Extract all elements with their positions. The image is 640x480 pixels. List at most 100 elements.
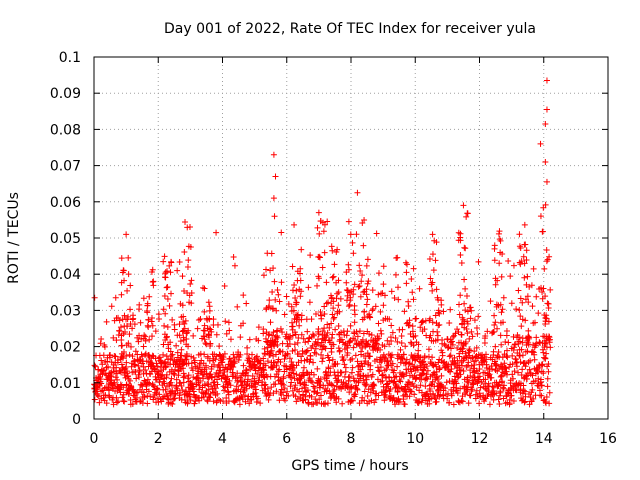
roti-point [274, 286, 281, 293]
x-tick-label: 0 [90, 431, 99, 447]
roti-point [501, 382, 508, 389]
roti-point [179, 273, 186, 280]
roti-point [110, 401, 117, 408]
roti-point [369, 381, 376, 388]
roti-point [201, 285, 208, 292]
roti-point [150, 382, 157, 389]
roti-point [520, 253, 527, 260]
roti-point [448, 392, 455, 399]
roti-point [389, 360, 396, 367]
roti-point [180, 379, 187, 386]
x-tick-label: 2 [154, 431, 163, 447]
roti-point [476, 365, 483, 372]
roti-point [459, 345, 466, 352]
roti-point [387, 386, 394, 393]
roti-point [116, 317, 123, 324]
roti-point [160, 351, 167, 358]
roti-point [292, 382, 299, 389]
roti-point [291, 365, 298, 372]
roti-point [457, 252, 464, 259]
roti-point [297, 293, 304, 300]
roti-point [125, 340, 132, 347]
roti-point [440, 308, 447, 315]
roti-point [189, 383, 196, 390]
roti-point [317, 342, 324, 349]
roti-point [270, 329, 277, 336]
roti-point [530, 265, 537, 272]
roti-point [394, 387, 401, 394]
roti-point [301, 384, 308, 391]
roti-point [424, 376, 431, 383]
roti-point [204, 398, 211, 405]
roti-point [329, 392, 336, 399]
roti-point [440, 359, 447, 366]
roti-point [135, 374, 142, 381]
roti-point [361, 388, 368, 395]
roti-point [421, 353, 428, 360]
roti-point [502, 339, 509, 346]
roti-point [269, 306, 276, 313]
roti-point [266, 297, 273, 304]
roti-point [125, 254, 132, 261]
roti-point [373, 230, 380, 237]
roti-point [288, 379, 295, 386]
roti-point [325, 299, 332, 306]
roti-point [279, 329, 286, 336]
roti-point [308, 378, 315, 385]
roti-point [194, 325, 201, 332]
roti-point [359, 363, 366, 370]
roti-point [490, 328, 497, 335]
roti-point [369, 371, 376, 378]
roti-point [363, 286, 370, 293]
roti-point [359, 316, 366, 323]
x-axis-label: GPS time / hours [291, 458, 408, 474]
roti-point [107, 352, 114, 359]
roti-point [232, 387, 239, 394]
roti-point [144, 393, 151, 400]
roti-point [348, 288, 355, 295]
roti-point [318, 315, 325, 322]
roti-point [452, 360, 459, 367]
roti-point [353, 341, 360, 348]
roti-point [98, 357, 105, 364]
roti-point [214, 381, 221, 388]
roti-point [236, 401, 243, 408]
roti-point [351, 329, 358, 336]
roti-point [388, 338, 395, 345]
roti-point [333, 399, 340, 406]
roti-point [313, 390, 320, 397]
roti-point [513, 306, 520, 313]
roti-point [294, 311, 301, 318]
y-tick-label: 0.04 [50, 267, 81, 283]
roti-point [403, 369, 410, 376]
roti-point [432, 312, 439, 319]
roti-point [388, 322, 395, 329]
roti-point [343, 332, 350, 339]
roti-point [129, 400, 136, 407]
roti-point [434, 376, 441, 383]
roti-point [375, 291, 382, 298]
roti-point [97, 340, 104, 347]
roti-point [394, 254, 401, 261]
roti-point [546, 253, 553, 260]
roti-point [337, 369, 344, 376]
roti-point [337, 295, 344, 302]
roti-point [531, 356, 538, 363]
roti-point [119, 394, 126, 401]
roti-point [167, 355, 174, 362]
roti-point [400, 373, 407, 380]
roti-point [277, 325, 284, 332]
y-tick-label: 0.03 [50, 303, 81, 319]
roti-point [516, 338, 523, 345]
roti-point [167, 348, 174, 355]
roti-point [430, 390, 437, 397]
roti-point [542, 158, 549, 165]
roti-point [363, 342, 370, 349]
roti-point [525, 327, 532, 334]
roti-point [274, 342, 281, 349]
roti-point [290, 370, 297, 377]
roti-point [115, 398, 122, 405]
roti-point [260, 326, 267, 333]
roti-point [144, 400, 151, 407]
roti-point [225, 319, 232, 326]
